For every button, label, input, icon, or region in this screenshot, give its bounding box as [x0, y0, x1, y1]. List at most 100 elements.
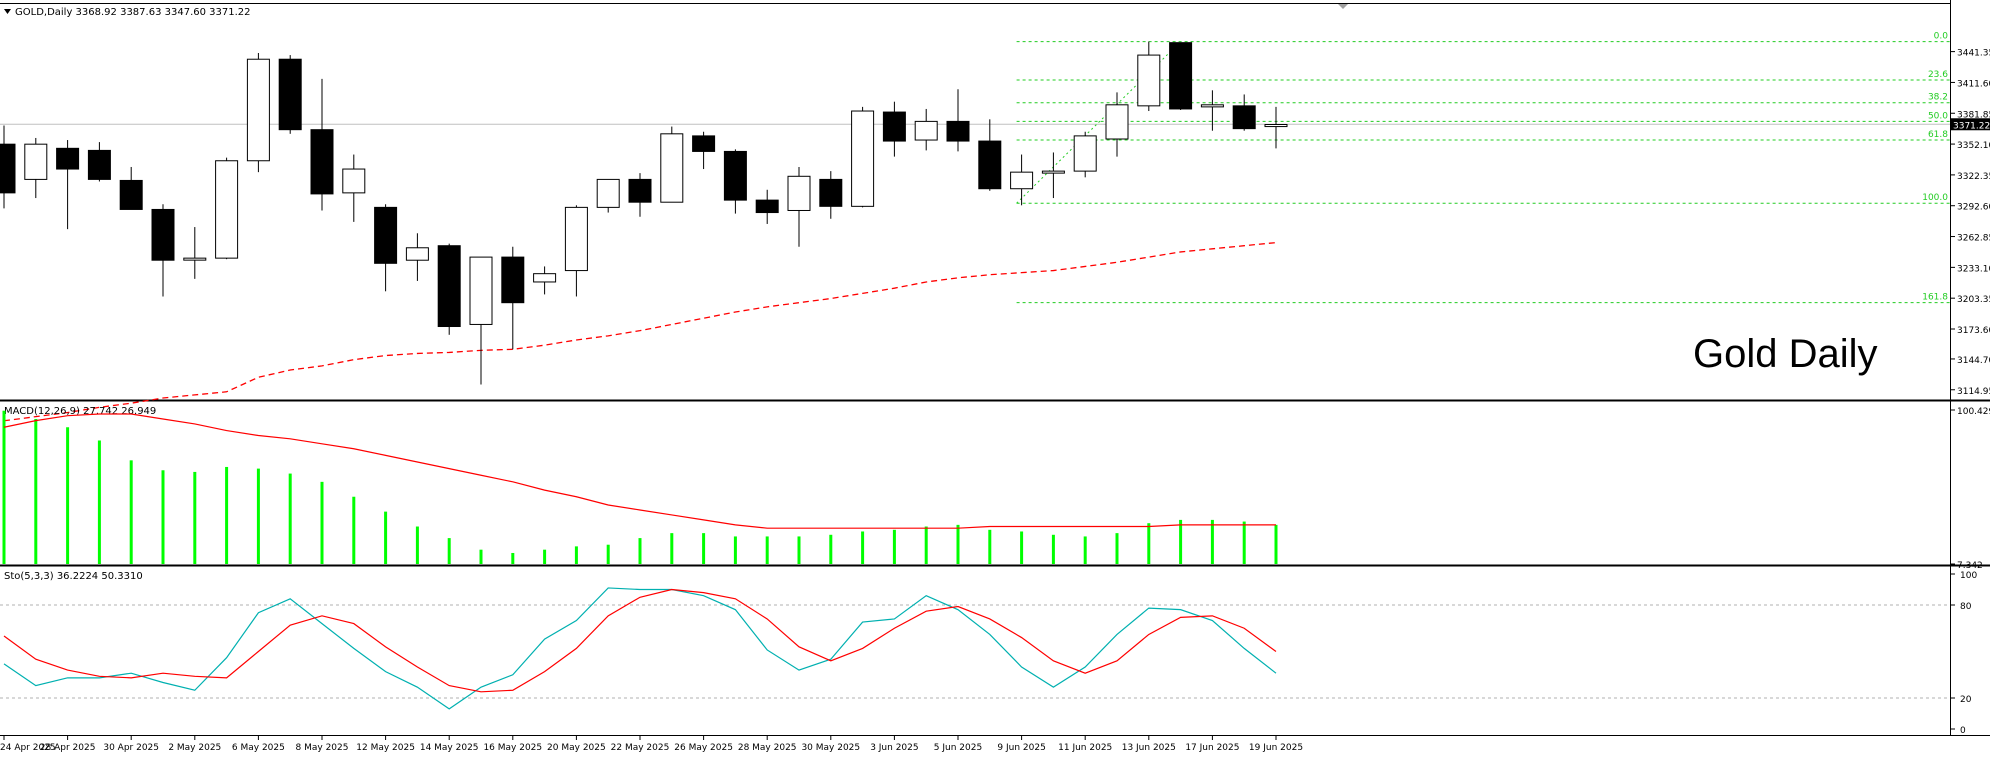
- moving-average: [3, 241, 1277, 422]
- bear-candle-body: [437, 245, 461, 328]
- bear-candle-body: [87, 149, 111, 180]
- date-tick-label: 30 May 2025: [801, 743, 860, 753]
- stochastic-tick-label: 80: [1960, 602, 1972, 612]
- macd-histogram-bar: [670, 533, 674, 564]
- stochastic-tick-label: 20: [1960, 695, 1972, 705]
- date-tick-label: 28 May 2025: [738, 743, 797, 753]
- bull-candle-body: [215, 160, 239, 259]
- candle: [978, 119, 1002, 191]
- date-tick-label: 8 May 2025: [296, 743, 349, 753]
- candle: [405, 233, 429, 281]
- fibonacci-level-label: 50.0: [1928, 111, 1948, 121]
- price-tick-label: 3233.10: [1957, 264, 1990, 274]
- price-tick-label: 3322.35: [1957, 172, 1990, 182]
- stochastic-panel: Sto(5,3,3) 36.2224 50.3310: [4, 571, 143, 582]
- macd-panel: MACD(12,26,9) 27.742 26.949: [4, 406, 156, 417]
- macd-histogram-bar: [447, 538, 451, 564]
- candle: [660, 126, 684, 203]
- stochastic-tick-label: 0: [1960, 726, 1966, 736]
- candle: [310, 78, 334, 211]
- fibonacci-level-label: 161.8: [1922, 293, 1948, 303]
- triangle-down-icon[interactable]: [4, 9, 11, 14]
- candle: [596, 178, 620, 213]
- macd-histogram-bar: [511, 552, 515, 564]
- price-tick-label: 3203.35: [1957, 295, 1990, 305]
- macd-histogram-bar: [1147, 523, 1151, 564]
- fibonacci-level-label: 38.2: [1928, 93, 1948, 103]
- macd-histogram-bar: [765, 536, 769, 564]
- stochastic-tick-label: 100: [1960, 571, 1977, 581]
- price-tick-label: 3173.60: [1957, 326, 1990, 336]
- macd-histogram-bar: [1242, 521, 1246, 564]
- macd-histogram-bar: [161, 470, 165, 564]
- date-tick-label: 22 May 2025: [611, 743, 670, 753]
- candle: [215, 157, 239, 260]
- bear-candle-body: [1232, 105, 1256, 130]
- bear-candle-body: [278, 58, 302, 131]
- bull-candle-body: [405, 247, 429, 261]
- chart-shift-marker[interactable]: [1338, 4, 1348, 9]
- bull-candle-body: [1010, 171, 1034, 190]
- price-tick-label: 3144.70: [1957, 356, 1990, 366]
- macd-histogram-bar: [1210, 519, 1214, 564]
- date-tick-label: 14 May 2025: [420, 743, 479, 753]
- bull-candle-body: [246, 58, 270, 162]
- macd-signal-line: [3, 413, 1276, 529]
- bear-candle-body: [374, 206, 398, 264]
- date-tick-label: 5 Jun 2025: [934, 743, 982, 753]
- bull-candle-body: [1073, 135, 1097, 172]
- candle: [56, 140, 80, 230]
- macd-histogram-bar: [606, 544, 610, 564]
- candle: [501, 246, 525, 350]
- date-tick-label: 11 Jun 2025: [1058, 743, 1112, 753]
- price-tick-label: 3381.85: [1957, 110, 1990, 120]
- bull-candle-body: [787, 175, 811, 211]
- macd-histogram-bar: [1115, 533, 1119, 564]
- bull-candle-body: [469, 256, 493, 325]
- candle: [914, 108, 938, 151]
- date-tick-label: 19 Jun 2025: [1249, 743, 1303, 753]
- gold-daily-annotation[interactable]: Gold Daily: [1693, 332, 1878, 376]
- macd-histogram-bar: [2, 410, 6, 564]
- candle: [946, 89, 970, 152]
- bull-candle-body: [851, 110, 875, 207]
- macd-histogram-bar: [1083, 536, 1087, 564]
- fibonacci-level-label: 100.0: [1922, 193, 1948, 203]
- candle: [755, 189, 779, 224]
- candle: [437, 243, 461, 335]
- date-tick-label: 24 Apr 2025: [0, 743, 56, 753]
- candle: [819, 171, 843, 219]
- candle: [183, 227, 207, 279]
- date-tick-label: 17 Jun 2025: [1185, 743, 1239, 753]
- date-tick-label: 26 May 2025: [674, 743, 733, 753]
- macd-histogram-bar: [384, 511, 388, 564]
- candle: [469, 256, 493, 385]
- candle: [628, 173, 652, 217]
- moving-average-line: [3, 241, 1277, 422]
- stochastic-indicator: 100 80 20 0: [0, 571, 1977, 736]
- macd-histogram-bar: [543, 549, 547, 564]
- fibonacci-level-label: 23.6: [1928, 70, 1948, 80]
- bear-candle-body: [819, 178, 843, 207]
- bull-candle-body: [342, 168, 366, 194]
- last-price-label: 3371.22: [1953, 121, 1990, 131]
- macd-histogram-bar: [638, 538, 642, 564]
- candle: [1200, 90, 1224, 131]
- bear-candle-body: [723, 150, 747, 201]
- macd-histogram-bar: [988, 529, 992, 564]
- macd-title: MACD(12,26,9) 27.742 26.949: [4, 406, 156, 417]
- bear-candle-body: [628, 178, 652, 203]
- bull-candle-body: [596, 178, 620, 208]
- candle: [533, 266, 557, 295]
- bull-candle-body: [914, 120, 938, 141]
- macd-histogram-bar: [479, 549, 483, 564]
- bull-candle-body: [24, 143, 48, 180]
- candle: [342, 154, 366, 222]
- candle: [246, 53, 270, 173]
- candle: [1041, 152, 1065, 199]
- candle: [1010, 154, 1034, 206]
- macd-tick-label: 100.429: [1957, 407, 1990, 417]
- date-tick-label: 16 May 2025: [483, 743, 542, 753]
